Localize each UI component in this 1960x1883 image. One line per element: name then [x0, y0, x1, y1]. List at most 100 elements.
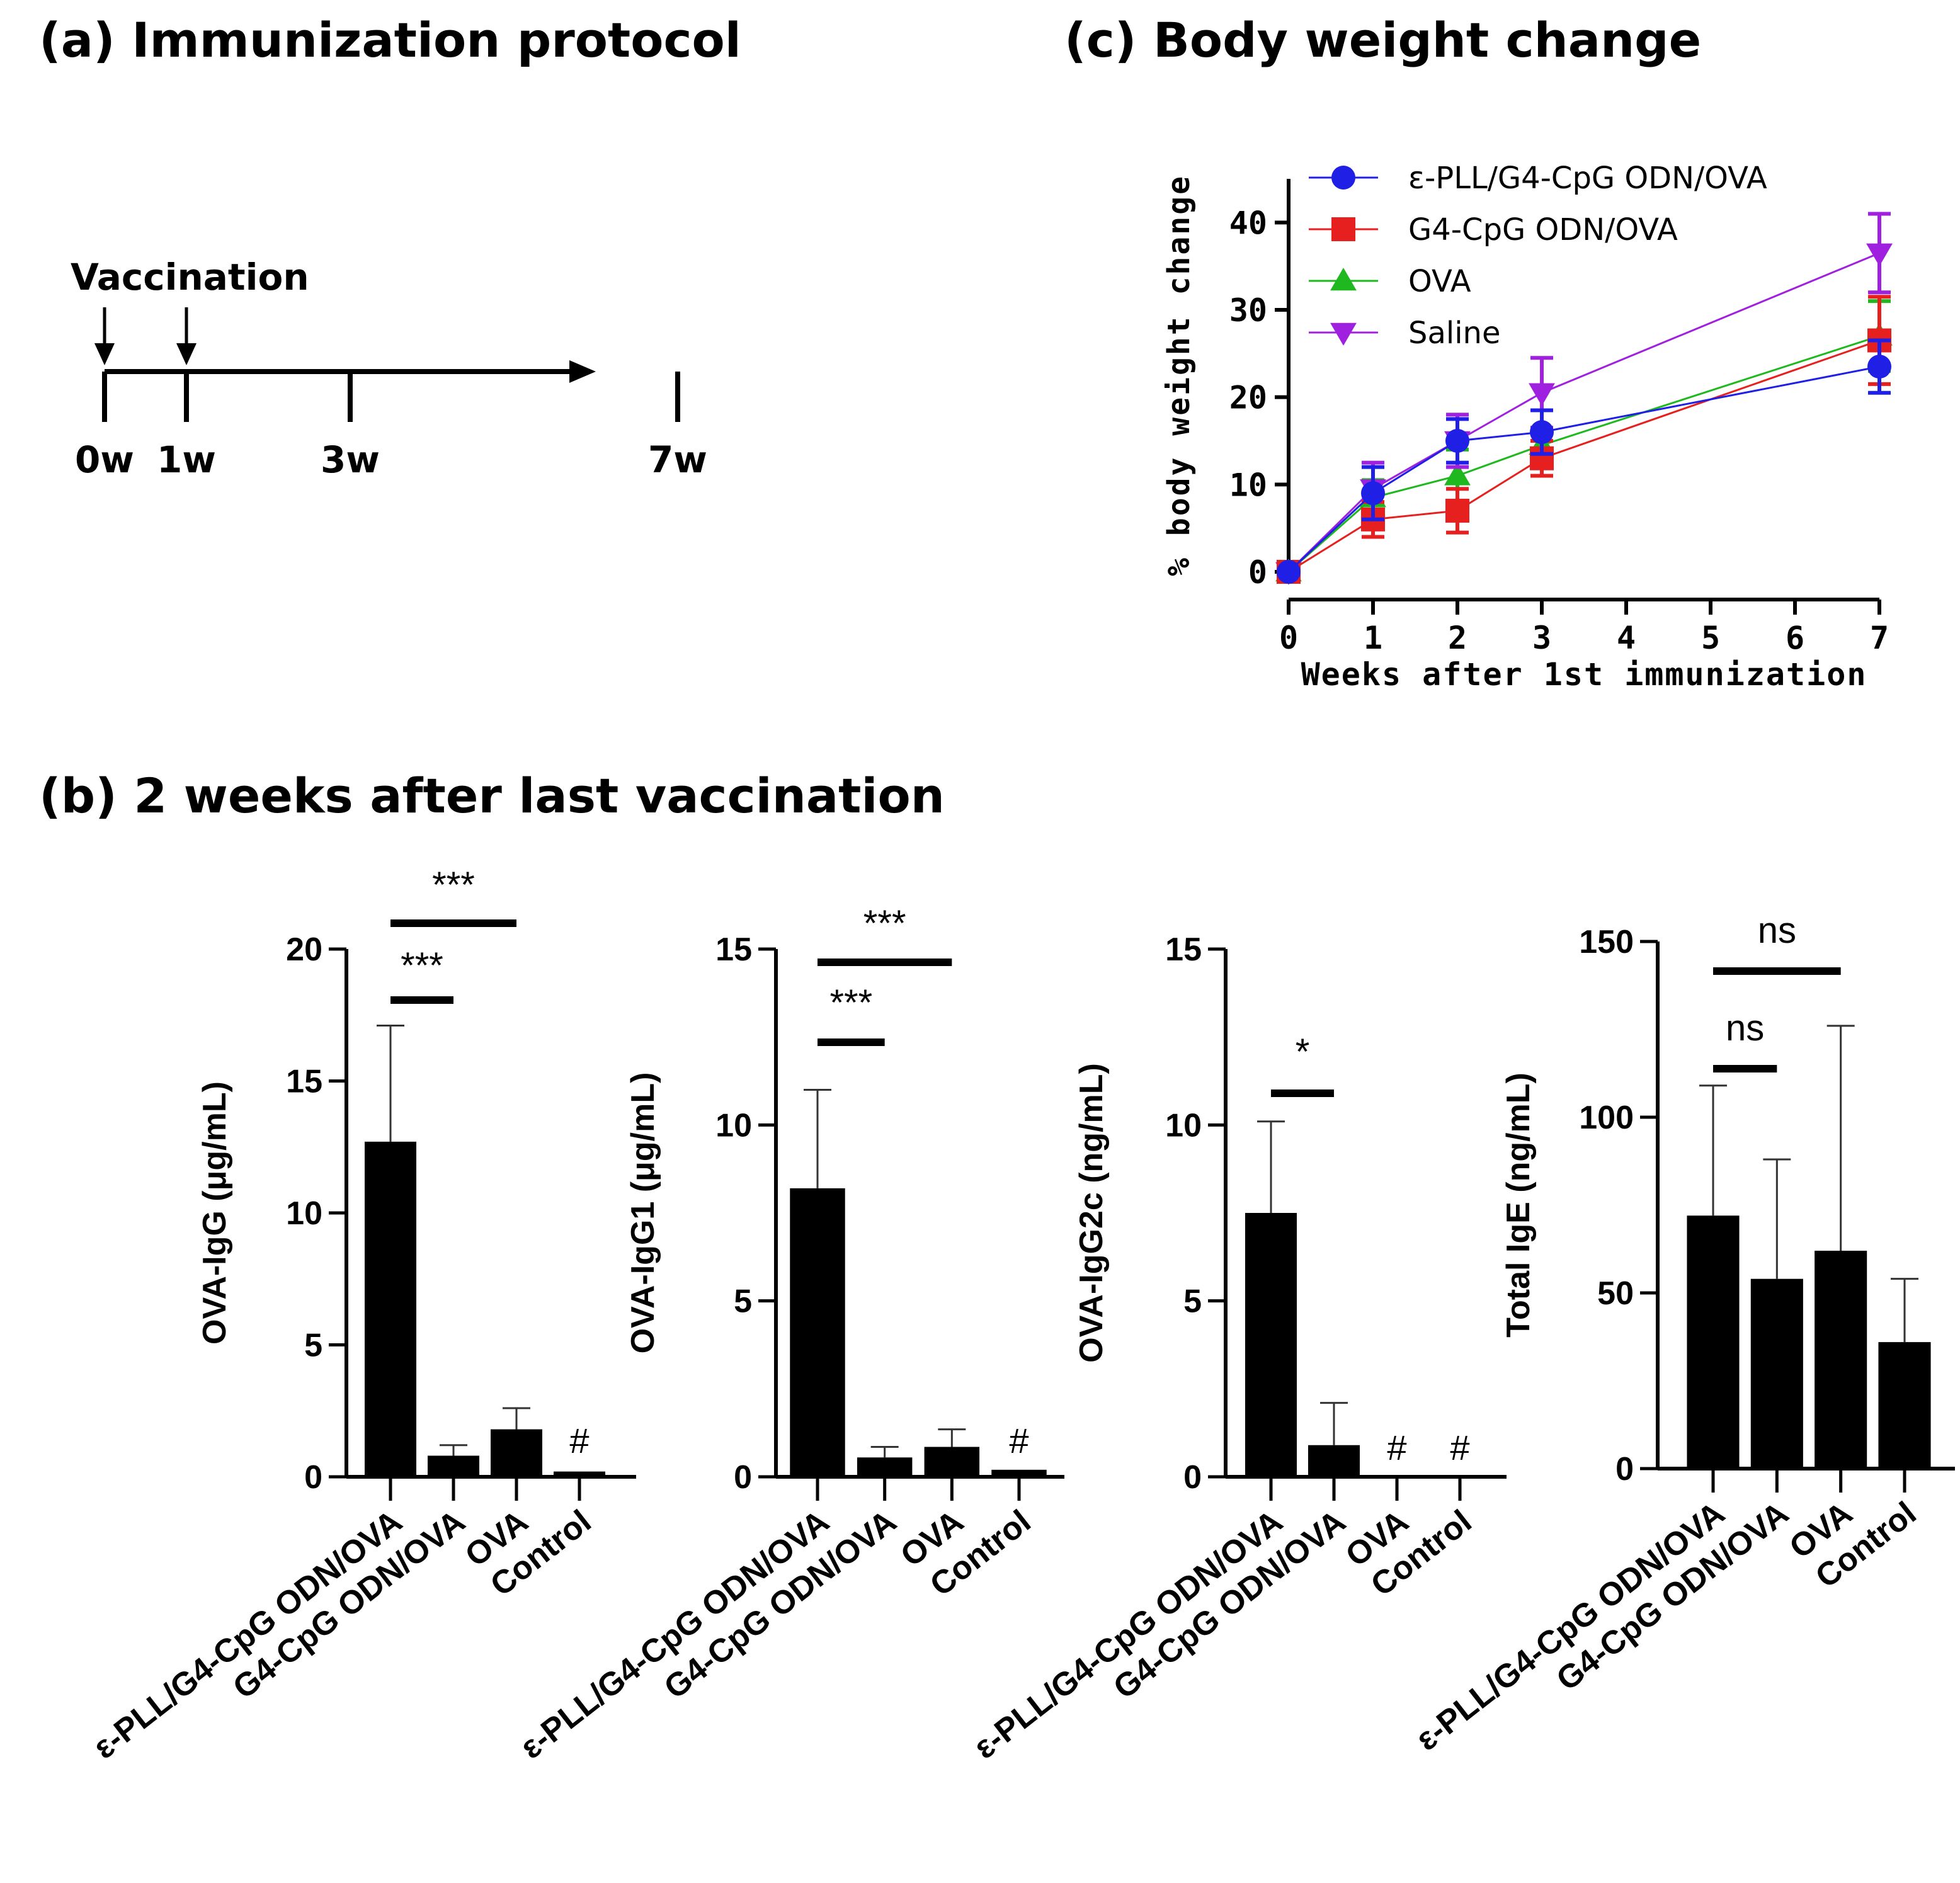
igg2c-y-tick-label-5: 5	[1183, 1283, 1202, 1320]
igg-y-tick-label-5: 5	[304, 1328, 322, 1364]
igg1-bar-g4-cpg-odn-ova	[857, 1457, 913, 1477]
legend-marker-triangle-up	[1330, 268, 1357, 291]
bw-x-axis-label: Weeks after 1st immunization	[1301, 656, 1867, 693]
bw-point-circle-2	[1445, 429, 1469, 453]
bw-y-tick-label-20: 20	[1229, 380, 1267, 416]
igg1-y-tick-label-15: 15	[715, 931, 752, 968]
bw-point-circle-7	[1867, 355, 1891, 379]
igg-y-axis-label: OVA-IgG (μg/mL)	[197, 1081, 233, 1345]
bw-point-circle-1	[1361, 481, 1385, 506]
bw-series-circle	[1277, 338, 1891, 584]
igg2c-y-tick-label-0: 0	[1183, 1459, 1202, 1496]
igg-bar-ova	[491, 1429, 542, 1477]
igg2c-y-tick-label-15: 15	[1165, 931, 1202, 968]
panel-a-protocol: (a) Immunization protocol Vaccination 0w…	[39, 12, 741, 481]
igg-bar-control	[554, 1471, 605, 1477]
igg2c-significance-label-1: *	[1296, 1032, 1310, 1072]
ige-y-tick-label-150: 150	[1579, 924, 1634, 960]
vaccination-arrow-head-1	[176, 343, 197, 365]
bw-point-circle-3	[1530, 420, 1554, 445]
igg-y-tick-label-15: 15	[286, 1064, 322, 1100]
bw-x-tick-label-2: 2	[1448, 620, 1467, 656]
bw-line-circle	[1287, 365, 1880, 573]
igg2c-bar-pll-g4-cpg-odn-ova	[1245, 1213, 1297, 1477]
igg1-y-tick-label-5: 5	[734, 1283, 752, 1320]
ige-y-tick-label-50: 50	[1597, 1275, 1634, 1312]
timepoint-label-7w: 7w	[648, 438, 707, 481]
vaccination-label: Vaccination	[71, 256, 309, 299]
panel-c-title: (c) Body weight change	[1064, 12, 1701, 68]
igg1-y-tick-label-0: 0	[734, 1459, 752, 1496]
vaccination-arrow-head-0	[94, 343, 115, 365]
timepoint-label-3w: 3w	[321, 438, 380, 481]
panel-c-body-weight: (c) Body weight change 0 10 20 30 40 0 1 2 3 4 5 6 7…	[1064, 12, 1893, 693]
bw-y-axis-label: % body weight change	[1161, 174, 1197, 576]
legend-label-triangle-up: OVA	[1408, 264, 1471, 299]
ige-y-tick-label-0: 0	[1615, 1451, 1634, 1488]
igg1-bar-ova	[924, 1447, 980, 1477]
legend-label-triangle-down: Saline	[1408, 316, 1501, 351]
igg2c-hash-control: #	[1450, 1428, 1469, 1467]
igg1-significance-label-1: ***	[829, 982, 872, 1023]
ige-significance-label-2: ns	[1758, 910, 1796, 951]
timepoint-label-0w: 0w	[75, 438, 134, 481]
ige-y-axis-label: Total IgE (ng/mL)	[1500, 1072, 1537, 1338]
igg1-y-axis-label: OVA-IgG1 (μg/mL)	[625, 1072, 661, 1354]
legend-label-circle: ε-PLL/G4-CpG ODN/OVA	[1408, 161, 1767, 196]
bw-y-tick-label-30: 30	[1229, 292, 1267, 329]
ige-significance-label-1: ns	[1726, 1008, 1764, 1049]
bw-point-circle-0	[1277, 560, 1301, 584]
ige-bar-g4-cpg-odn-ova	[1750, 1278, 1803, 1469]
igg1-bar-pll-g4-cpg-odn-ova	[790, 1188, 845, 1477]
bw-point-triangle-up-2	[1444, 462, 1471, 486]
igg-significance-label-1: ***	[401, 945, 443, 986]
bw-series-triangle-up	[1275, 299, 1893, 582]
igg-significance-label-2: ***	[432, 865, 475, 906]
igg2c-bar-g4-cpg-odn-ova	[1308, 1445, 1360, 1477]
ige-bar-ova	[1815, 1251, 1867, 1469]
igg-y-tick-label-0: 0	[304, 1459, 322, 1496]
bw-x-tick-label-5: 5	[1701, 620, 1720, 656]
legend-marker-square	[1331, 217, 1355, 241]
igg2c-y-axis-label: OVA-IgG2c (ng/mL)	[1073, 1063, 1110, 1363]
igg1-y-tick-label-10: 10	[715, 1107, 752, 1144]
igg2c-y-tick-label-10: 10	[1165, 1107, 1202, 1144]
ige-y-tick-label-100: 100	[1579, 1100, 1634, 1136]
panel-a-title: (a) Immunization protocol	[39, 12, 741, 68]
legend-label-square: G4-CpG ODN/OVA	[1408, 212, 1678, 247]
igg-bar-pll-g4-cpg-odn-ova	[365, 1141, 416, 1477]
timeline: 0w 1w 3w 7w	[75, 307, 707, 481]
bw-x-tick-label-7: 7	[1870, 620, 1889, 656]
bw-y-tick-label-40: 40	[1229, 205, 1267, 241]
igg1-significance-label-2: ***	[863, 903, 906, 944]
bw-point-triangle-down-3	[1529, 383, 1555, 406]
bw-x-tick-label-1: 1	[1364, 620, 1382, 656]
bw-series-square	[1277, 295, 1891, 584]
igg-bar-g4-cpg-odn-ova	[428, 1455, 479, 1477]
ige-bar-control	[1878, 1342, 1931, 1469]
bw-x-tick-label-3: 3	[1532, 620, 1551, 656]
legend-marker-circle	[1331, 166, 1355, 190]
igg-hash-control: #	[569, 1421, 589, 1460]
timeline-arrowhead	[569, 360, 596, 383]
igg-category-label-pll-g4-cpg-odn-ova: ε-PLL/G4-CpG ODN/OVA	[86, 1503, 409, 1766]
igg1-hash-control: #	[1009, 1421, 1028, 1460]
bw-legend: ε-PLL/G4-CpG ODN/OVA G4-CpG ODN/OVA OVA Sal…	[1309, 161, 1767, 351]
chart-ova-igg: 0 5 10 15 20 OVA-IgG (μg/mL) ε-PLL/G4-CpG ODN/…	[86, 865, 636, 1766]
igg2c-hash-ova: #	[1387, 1428, 1406, 1467]
bw-point-triangle-down-7	[1866, 243, 1893, 266]
timepoint-label-1w: 1w	[157, 438, 216, 481]
bw-x-tick-label-4: 4	[1617, 620, 1636, 656]
legend-marker-triangle-down	[1330, 322, 1357, 346]
bw-point-square-2	[1445, 498, 1469, 523]
bw-x-tick-label-6: 6	[1786, 620, 1804, 656]
bw-y-tick-label-10: 10	[1229, 467, 1267, 503]
igg-y-tick-label-10: 10	[286, 1195, 322, 1232]
bw-y-tick-label-0: 0	[1248, 554, 1267, 591]
panel-b-title: (b) 2 weeks after last vaccination	[39, 768, 945, 824]
igg-y-tick-label-20: 20	[286, 931, 322, 968]
